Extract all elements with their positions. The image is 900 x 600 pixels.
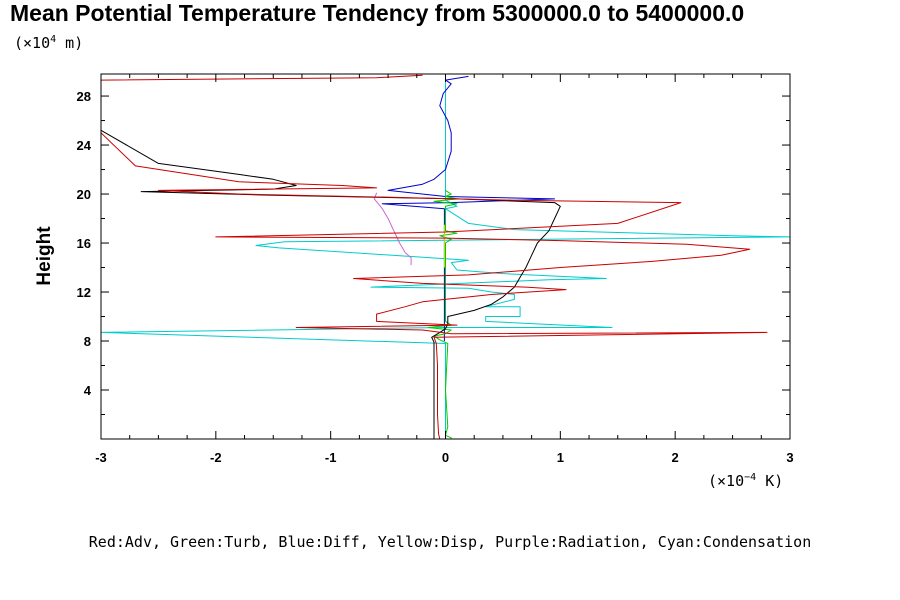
y-tick-label: 8 bbox=[84, 334, 91, 349]
y-axis-label: Height bbox=[34, 226, 55, 286]
y-tick-label: 12 bbox=[77, 285, 91, 300]
x-tick-label: 3 bbox=[786, 450, 793, 465]
series-line-adv bbox=[101, 74, 768, 439]
x-tick-label: -2 bbox=[210, 450, 222, 465]
x-unit-suffix: K) bbox=[756, 472, 784, 490]
y-tick-label: 28 bbox=[77, 89, 91, 104]
y-tick-label: 16 bbox=[77, 236, 91, 251]
series-line-turb bbox=[427, 189, 458, 439]
y-tick-label: 20 bbox=[77, 187, 91, 202]
chart-title: Mean Potential Temperature Tendency from… bbox=[10, 0, 745, 26]
legend: Red:Adv, Green:Turb, Blue:Diff, Yellow:D… bbox=[88, 533, 812, 551]
x-axis-unit: (×10−4 K) bbox=[708, 472, 783, 490]
y-unit-suffix: m) bbox=[56, 34, 84, 52]
x-tick-label: 0 bbox=[442, 450, 449, 465]
series-line-total bbox=[101, 129, 561, 439]
y-axis-unit: (×104 m) bbox=[14, 34, 83, 52]
series-layer bbox=[101, 74, 790, 439]
y-unit-prefix: (×10 bbox=[14, 34, 51, 52]
series-line-diff bbox=[381, 75, 556, 341]
series-line-condensation bbox=[101, 74, 790, 439]
y-tick-label: 24 bbox=[77, 138, 92, 153]
x-unit-exponent: −4 bbox=[744, 472, 757, 483]
x-tick-label: -1 bbox=[325, 450, 337, 465]
x-tick-label: -3 bbox=[95, 450, 107, 465]
y-unit-exponent: 4 bbox=[50, 34, 57, 45]
x-tick-label: 1 bbox=[557, 450, 564, 465]
series-line-radiation bbox=[373, 192, 412, 266]
x-unit-prefix: (×10 bbox=[708, 472, 745, 490]
y-tick-label: 4 bbox=[84, 383, 92, 398]
x-tick-label: 2 bbox=[672, 450, 679, 465]
